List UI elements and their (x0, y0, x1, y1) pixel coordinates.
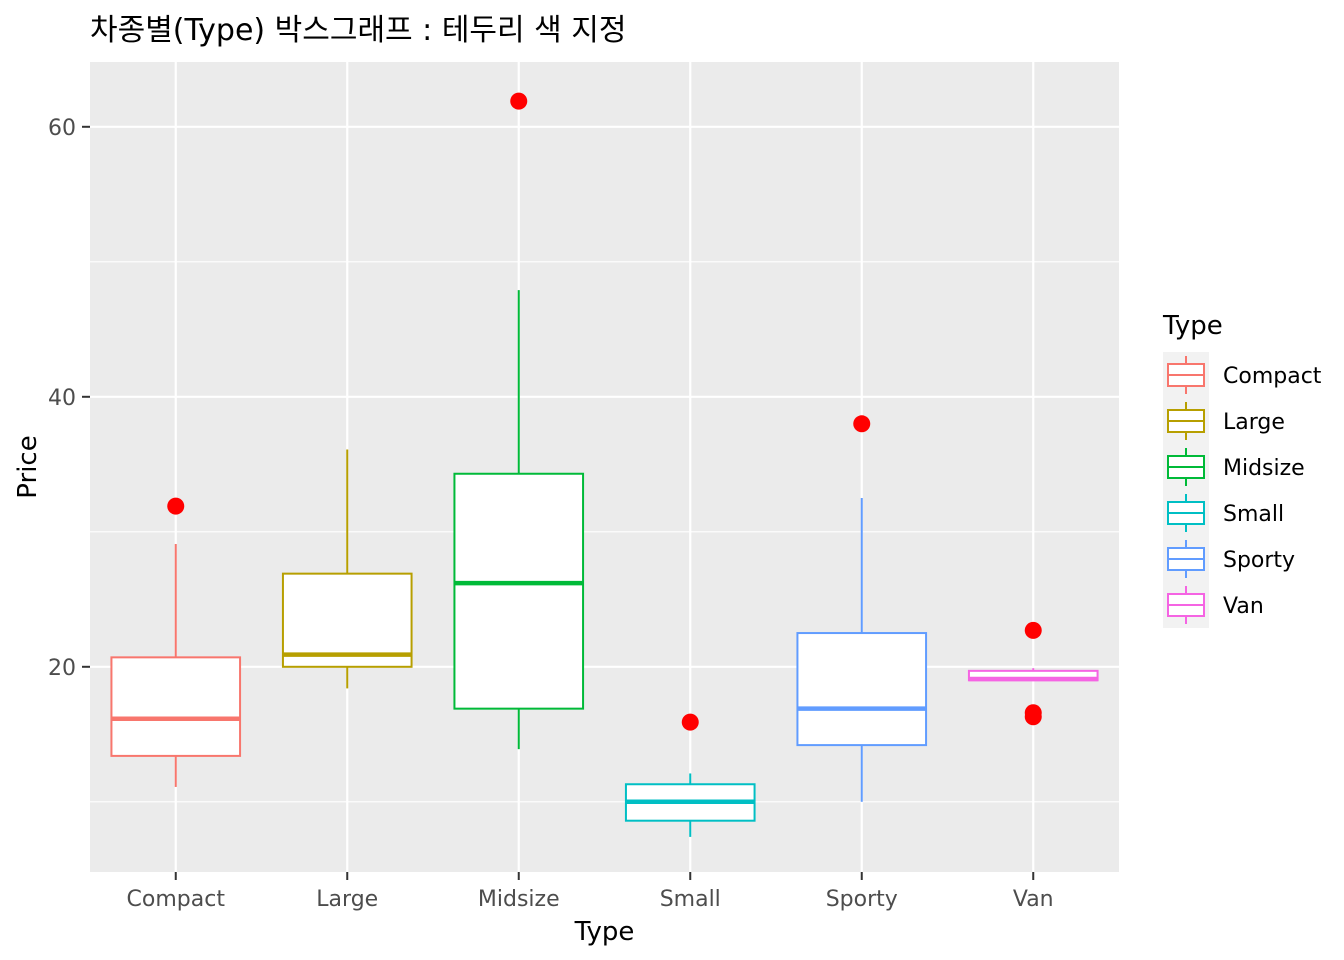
legend-label: Large (1223, 410, 1285, 435)
legend-label: Compact (1223, 364, 1322, 389)
x-tick-label: Van (1013, 887, 1054, 912)
legend-items: Compact Large Midsize Small Sporty Van (1163, 352, 1322, 628)
y-axis: 20 40 60 (48, 116, 90, 681)
legend-item-large: Large (1167, 402, 1285, 440)
legend-title: Type (1162, 311, 1223, 341)
legend-label: Sporty (1223, 548, 1295, 573)
outlier-point (681, 713, 699, 731)
box-midsize (453, 290, 585, 750)
x-tick-label: Compact (127, 887, 226, 912)
legend: Type Compact Large Midsize Small Sporty Van (1162, 311, 1322, 628)
box-compact (110, 543, 242, 787)
y-tick-label: 60 (48, 116, 76, 141)
box-van (967, 668, 1099, 682)
y-axis-title: Price (13, 435, 43, 498)
legend-label: Midsize (1223, 456, 1305, 481)
legend-item-compact: Compact (1167, 356, 1322, 394)
x-axis-title: Type (574, 917, 635, 947)
outlier-point (167, 497, 185, 515)
outlier-point (853, 415, 871, 433)
y-tick-label: 20 (48, 656, 76, 681)
legend-label: Van (1223, 594, 1264, 619)
legend-item-sporty: Sporty (1167, 540, 1295, 578)
x-tick-label: Large (316, 887, 378, 912)
box-small (624, 773, 756, 837)
box-body (453, 472, 585, 710)
chart-title: 차종별(Type) 박스그래프 : 테두리 색 지정 (90, 13, 627, 48)
boxes (110, 290, 1099, 837)
outlier-point (1024, 704, 1042, 722)
x-tick-label: Small (660, 887, 721, 912)
y-tick-label: 40 (48, 386, 76, 411)
box-body (281, 572, 413, 668)
x-axis: Compact Large Midsize Small Sporty Van (127, 872, 1054, 912)
x-tick-label: Sporty (826, 887, 898, 912)
x-tick-label: Midsize (478, 887, 560, 912)
legend-key-background (1163, 352, 1209, 628)
outliers (167, 92, 1042, 731)
outlier-point (1024, 621, 1042, 639)
plot-panel (90, 62, 1119, 872)
legend-item-van: Van (1167, 586, 1264, 624)
legend-item-midsize: Midsize (1167, 448, 1305, 486)
legend-item-small: Small (1167, 494, 1284, 532)
box-large (281, 449, 413, 689)
outlier-point (510, 92, 528, 110)
box-body (796, 632, 928, 747)
box-sporty (796, 498, 928, 802)
legend-label: Small (1223, 502, 1284, 527)
box-body (110, 656, 242, 757)
grid-minor (90, 261, 1119, 803)
